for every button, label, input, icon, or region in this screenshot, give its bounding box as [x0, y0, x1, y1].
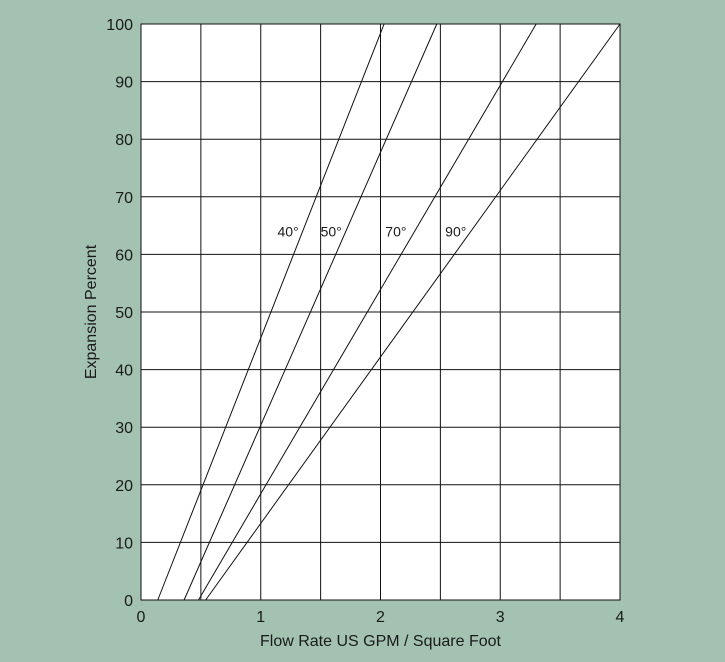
x-tick-label: 4: [616, 609, 625, 626]
series-line-3: [198, 23, 537, 601]
series-line-2: [183, 23, 438, 601]
y-axis-label: Expansion Percent: [83, 244, 100, 379]
y-tick-label: 50: [115, 305, 133, 322]
series-label-1: 40°: [278, 223, 299, 239]
series-label-3: 70°: [385, 223, 406, 239]
tick-labels: 0 10 20 30 40 50 60 70 80 90 100 0 1 2 3 4: [106, 17, 624, 626]
series-labels: 40° 50° 70° 90°: [278, 223, 467, 239]
y-tick-label: 40: [115, 363, 133, 380]
x-tick-label: 2: [376, 609, 385, 626]
x-tick-label: 0: [137, 609, 146, 626]
series-label-4: 90°: [445, 223, 466, 239]
series-label-2: 50°: [321, 223, 342, 239]
series-line-1: [157, 23, 385, 601]
y-tick-label: 0: [124, 593, 133, 610]
y-tick-label: 10: [115, 535, 133, 552]
y-tick-label: 80: [115, 132, 133, 149]
series-lines: [157, 23, 621, 601]
y-tick-label: 100: [106, 17, 133, 34]
y-tick-label: 30: [115, 420, 133, 437]
y-tick-label: 70: [115, 190, 133, 207]
series-line-4: [205, 23, 621, 601]
x-axis-label: Flow Rate US GPM / Square Foot: [260, 633, 502, 650]
y-tick-label: 20: [115, 478, 133, 495]
x-tick-label: 3: [496, 609, 505, 626]
grid: [140, 23, 621, 601]
x-tick-label: 1: [256, 609, 265, 626]
y-tick-label: 90: [115, 75, 133, 92]
y-tick-label: 60: [115, 247, 133, 264]
